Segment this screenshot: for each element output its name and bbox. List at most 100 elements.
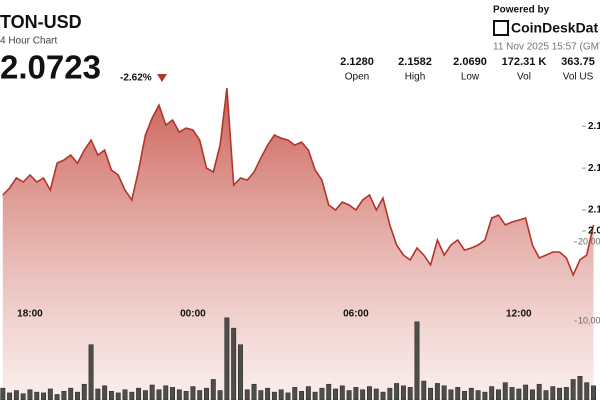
volume-bar xyxy=(75,391,80,400)
volume-bar xyxy=(278,389,284,400)
timestamp: 11 Nov 2025 15:57 (GMT xyxy=(493,42,600,53)
volume-bar xyxy=(271,391,277,400)
y-tick-label: 2.1 xyxy=(588,163,600,174)
volume-bar xyxy=(251,383,257,400)
volume-bar xyxy=(183,391,189,400)
change: -2.62% xyxy=(120,73,152,84)
volume-bar xyxy=(346,390,352,400)
volume-bar xyxy=(468,387,474,400)
volume-bar xyxy=(380,391,386,400)
volume-bar xyxy=(496,389,501,400)
brand: CoinDeskDat xyxy=(511,20,598,36)
y2-tick-label: 20,00 xyxy=(578,236,600,246)
volume-bar xyxy=(455,387,461,400)
volume-bar xyxy=(95,388,101,400)
volume-bar xyxy=(68,387,74,400)
volume-bar xyxy=(509,387,515,400)
volume-bar xyxy=(482,391,488,400)
stat-label: Low xyxy=(461,72,480,83)
stat-value: 2.1582 xyxy=(398,56,432,68)
volume-bar xyxy=(244,389,250,400)
volume-bar xyxy=(428,387,434,400)
volume-bar xyxy=(102,385,108,400)
volume-bar xyxy=(163,385,169,400)
down-arrow xyxy=(157,74,167,82)
brand-logo xyxy=(493,20,509,36)
volume-bar xyxy=(34,391,40,400)
volume-bar xyxy=(557,387,563,400)
volume-bar xyxy=(27,389,33,400)
volume-bar xyxy=(543,390,549,400)
volume-bar xyxy=(367,386,372,400)
stat-label: Open xyxy=(345,72,369,83)
volume-bar xyxy=(292,387,298,400)
plot: 2.1 2.1 2.1 2.0 10,00 20,00 18:00 00:00 06:00 12:… xyxy=(0,88,600,400)
price: 2.0723 xyxy=(0,49,101,86)
volume-bar xyxy=(204,387,209,400)
volume-bar xyxy=(434,383,440,400)
volume-bar xyxy=(441,385,447,400)
volume-bar xyxy=(156,389,162,400)
stat-label: Vol US xyxy=(563,72,594,83)
volume-bar xyxy=(176,389,182,400)
price-area xyxy=(2,88,594,400)
volume-bar xyxy=(108,391,114,400)
stat-value: 2.0690 xyxy=(453,56,487,68)
volume-bar xyxy=(591,385,596,400)
volume-bar xyxy=(61,391,67,400)
volume-bar xyxy=(489,386,495,400)
labels: TON-USD 4 Hour Chart 2.0723 -2.62% Power… xyxy=(0,5,600,86)
volume-bar xyxy=(13,390,19,400)
volume-bar xyxy=(529,389,535,400)
volume-bar xyxy=(414,321,420,400)
volume-bar xyxy=(353,387,359,400)
volume-bar xyxy=(421,380,427,400)
subtitle: 4 Hour Chart xyxy=(0,36,57,47)
powered-by: Powered by xyxy=(493,5,550,16)
volume-bar xyxy=(258,390,264,400)
volume-bar xyxy=(122,389,128,400)
volume-bar xyxy=(475,390,481,400)
volume-bar xyxy=(197,390,203,400)
volume-bar xyxy=(448,389,454,400)
stat-label: Vol xyxy=(517,72,531,83)
volume-bar xyxy=(217,390,223,400)
x-tick-label: 18:00 xyxy=(17,309,43,320)
volume-bar xyxy=(387,387,393,400)
price-line xyxy=(2,88,595,278)
volume-bar xyxy=(305,386,311,400)
x-tick-label: 06:00 xyxy=(343,309,369,320)
stat-value: 363.75 xyxy=(561,56,595,68)
volume-bar xyxy=(224,317,230,400)
y2-tick-label: 10,00 xyxy=(578,315,600,325)
volume-bar xyxy=(285,392,291,400)
stat-value: 172.31 K xyxy=(502,56,547,68)
x-tick-label: 00:00 xyxy=(180,309,206,320)
volume-bar xyxy=(299,391,305,400)
volume-bar xyxy=(312,391,318,400)
volume-bar xyxy=(536,383,542,400)
volume-bar xyxy=(81,383,87,400)
volume-bar xyxy=(210,379,216,400)
volume-bar xyxy=(238,344,243,400)
stat-label: High xyxy=(405,72,426,83)
volume-bar xyxy=(0,387,6,400)
volume-bar xyxy=(20,393,26,400)
x-tick-label: 12:00 xyxy=(506,309,532,320)
volume-bar xyxy=(373,388,379,400)
volume-bar xyxy=(142,390,148,400)
volume-bar xyxy=(136,387,142,400)
volume-bar xyxy=(129,391,135,400)
y-tick-label: 2.0 xyxy=(588,226,600,237)
volume-bar xyxy=(584,382,590,400)
volume-bar xyxy=(54,394,60,400)
y-tick-label: 2.1 xyxy=(588,205,600,216)
volume-bar xyxy=(41,392,46,400)
volume-bar xyxy=(7,392,13,400)
stat-value: 2.1280 xyxy=(340,56,374,68)
volume-bar xyxy=(326,383,332,400)
volume-bar xyxy=(400,385,406,400)
volume-bar xyxy=(394,383,400,400)
